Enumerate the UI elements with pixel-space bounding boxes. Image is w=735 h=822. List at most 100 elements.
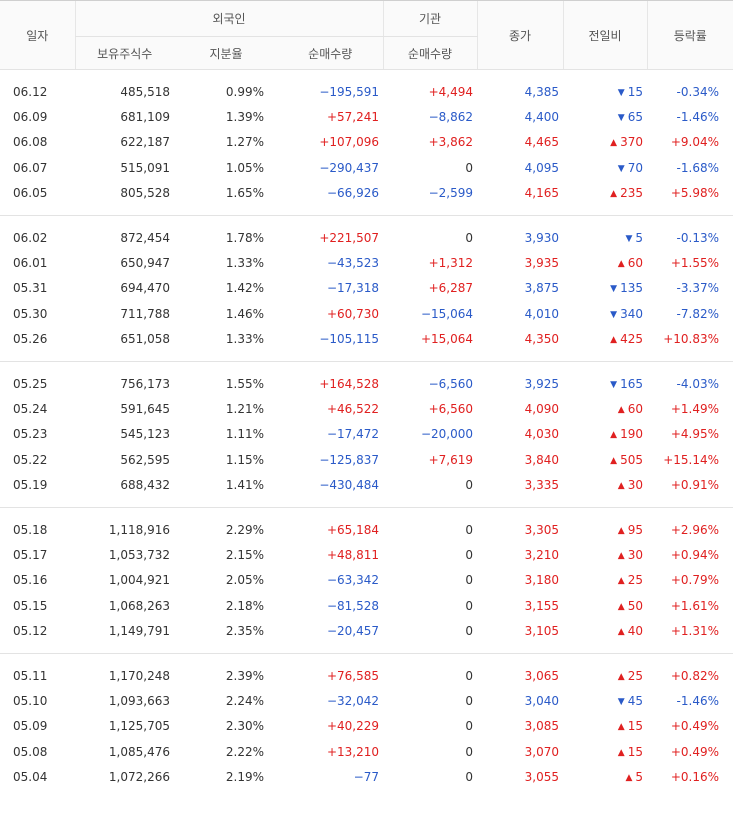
table-row: 05.25 756,173 1.55% +164,528 −6,560 3,925 ▼ 165… — [0, 371, 733, 396]
triangle-up-icon: ▲ — [617, 601, 625, 612]
triangle-up-icon: ▲ — [625, 773, 633, 784]
table-row: 05.09 1,125,705 2.30% +40,229 0 3,085 ▲ 15 +0.49… — [0, 714, 733, 739]
cell-date: 06.07 — [13, 160, 48, 175]
table-row: 05.16 1,004,921 2.05% −63,342 0 3,180 ▲ 25 +0.79… — [0, 568, 733, 593]
cell-change: ▲ 25 — [563, 568, 647, 593]
cell-close: 3,070 — [524, 744, 559, 759]
cell-date: 05.25 — [13, 376, 48, 391]
change-value: 25 — [627, 668, 643, 683]
triangle-down-icon: ▼ — [617, 113, 625, 124]
cell-close: 3,085 — [524, 719, 559, 734]
change-value: 60 — [627, 401, 643, 416]
cell-change: ▼ 65 — [563, 104, 647, 129]
cell-share: 1.41% — [225, 478, 264, 493]
cell-date: 05.30 — [13, 306, 48, 321]
triangle-up-icon: ▲ — [617, 525, 625, 536]
cell-foreign-net: +13,210 — [326, 744, 379, 759]
triangle-up-icon: ▲ — [610, 138, 618, 149]
header-holdings: 보유주식수 — [74, 36, 174, 70]
cell-holdings: 1,085,476 — [108, 744, 170, 759]
cell-close: 4,165 — [524, 186, 559, 201]
cell-date: 05.15 — [13, 598, 48, 613]
cell-date: 05.16 — [13, 573, 48, 588]
cell-close: 3,935 — [524, 256, 559, 271]
cell-change: ▲ 15 — [563, 739, 647, 764]
triangle-up-icon: ▲ — [617, 259, 625, 270]
table-row: 06.05 805,528 1.65% −66,926 −2,599 4,165 ▲ 235 +… — [0, 181, 733, 206]
cell-holdings: 591,645 — [120, 401, 170, 416]
cell-change: ▼ 5 — [563, 225, 647, 250]
cell-rate: +0.82% — [670, 668, 719, 683]
table-row: 06.08 622,187 1.27% +107,096 +3,862 4,465 ▲ 370… — [0, 130, 733, 155]
cell-close: 3,335 — [524, 478, 559, 493]
cell-inst-net: −20,000 — [420, 427, 473, 442]
cell-holdings: 711,788 — [120, 306, 170, 321]
table-row: 06.02 872,454 1.78% +221,507 0 3,930 ▼ 5 -0.13% — [0, 225, 733, 250]
cell-holdings: 485,518 — [120, 84, 170, 99]
change-value: 190 — [620, 427, 643, 442]
cell-inst-net: −2,599 — [428, 186, 473, 201]
cell-change: ▲ 15 — [563, 714, 647, 739]
cell-rate: +4.95% — [670, 427, 719, 442]
cell-share: 2.19% — [225, 770, 264, 785]
cell-inst-net: +6,287 — [428, 281, 473, 296]
cell-share: 1.15% — [225, 452, 264, 467]
cell-rate: -4.03% — [676, 376, 719, 391]
table-row: 05.22 562,595 1.15% −125,837 +7,619 3,840 ▲ 505… — [0, 447, 733, 472]
cell-rate: +0.49% — [670, 744, 719, 759]
table-row: 05.10 1,093,663 2.24% −32,042 0 3,040 ▼ 45 -1.46… — [0, 688, 733, 713]
triangle-up-icon: ▲ — [617, 627, 625, 638]
cell-foreign-net: −430,484 — [319, 478, 379, 493]
cell-date: 06.02 — [13, 230, 48, 245]
cell-rate: +10.83% — [663, 332, 719, 347]
cell-date: 05.22 — [13, 452, 48, 467]
triangle-down-icon: ▼ — [617, 163, 625, 174]
cell-change: ▲ 235 — [563, 181, 647, 206]
cell-holdings: 1,118,916 — [108, 522, 170, 537]
cell-rate: +2.96% — [670, 522, 719, 537]
cell-inst-net: −8,862 — [428, 110, 473, 125]
cell-rate: -1.46% — [676, 110, 719, 125]
cell-close: 3,180 — [524, 573, 559, 588]
cell-foreign-net: +164,528 — [319, 376, 379, 391]
cell-inst-net: +6,560 — [428, 401, 473, 416]
change-value: 30 — [627, 547, 643, 562]
cell-share: 1.42% — [225, 281, 264, 296]
table-row: 05.17 1,053,732 2.15% +48,811 0 3,210 ▲ 30 +0.94… — [0, 542, 733, 567]
change-value: 15 — [627, 719, 643, 734]
change-value: 65 — [627, 110, 643, 125]
cell-foreign-net: +107,096 — [319, 135, 379, 150]
cell-inst-net: 0 — [465, 744, 473, 759]
cell-share: 1.11% — [225, 427, 264, 442]
header-close: 종가 — [476, 0, 563, 70]
cell-close: 4,385 — [524, 84, 559, 99]
cell-close: 4,030 — [524, 427, 559, 442]
cell-inst-net: +15,064 — [420, 332, 473, 347]
table-row: 05.12 1,149,791 2.35% −20,457 0 3,105 ▲ 40 +1.31… — [0, 618, 733, 643]
cell-date: 05.18 — [13, 522, 48, 537]
header-foreign-net: 순매수량 — [278, 36, 383, 70]
header-rate: 등락률 — [646, 0, 733, 70]
triangle-up-icon: ▲ — [617, 722, 625, 733]
cell-foreign-net: −43,523 — [326, 256, 379, 271]
cell-rate: +1.61% — [670, 598, 719, 613]
change-value: 15 — [627, 744, 643, 759]
cell-foreign-net: +40,229 — [326, 719, 379, 734]
cell-share: 1.39% — [225, 110, 264, 125]
header-change: 전일비 — [562, 0, 647, 70]
change-value: 70 — [627, 160, 643, 175]
cell-share: 1.33% — [225, 256, 264, 271]
cell-holdings: 650,947 — [120, 256, 170, 271]
cell-inst-net: 0 — [465, 668, 473, 683]
cell-rate: +15.14% — [663, 452, 719, 467]
cell-holdings: 562,595 — [120, 452, 170, 467]
cell-date: 06.01 — [13, 256, 48, 271]
cell-close: 4,465 — [524, 135, 559, 150]
triangle-up-icon: ▲ — [617, 576, 625, 587]
cell-close: 4,350 — [524, 332, 559, 347]
cell-inst-net: +7,619 — [428, 452, 473, 467]
cell-foreign-net: +46,522 — [326, 401, 379, 416]
cell-date: 06.09 — [13, 110, 48, 125]
cell-share: 2.15% — [225, 547, 264, 562]
change-value: 370 — [620, 135, 643, 150]
